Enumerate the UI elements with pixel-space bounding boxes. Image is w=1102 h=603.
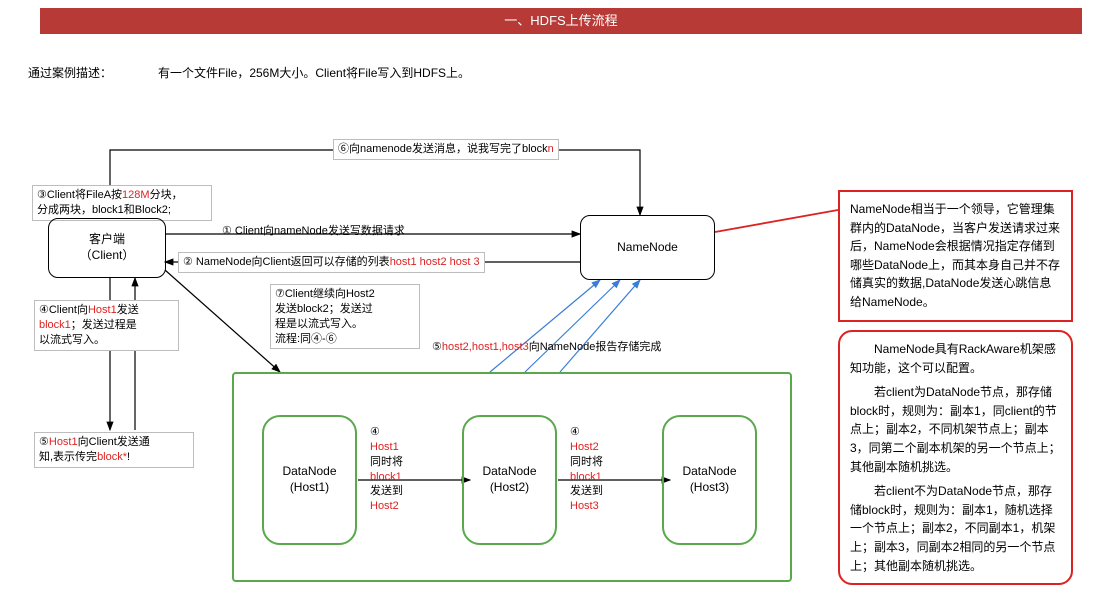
info2-p3: 若client不为DataNode节点，那存储block时，规则为：副本1，随机… [850,482,1061,575]
label-step1: ① Client向nameNode发送写数据请求 [218,222,409,241]
label-step6: ⑥向namenode发送消息，说我写完了blockn [333,139,559,160]
label-step3: ③Client将FileA按128M分块， 分成两块，block1和Block2… [32,185,212,221]
mid-step-2: ④ Host2 同时将 block1 发送到 Host3 [570,425,620,514]
mid-step-1: ④ Host1 同时将 block1 发送到 Host2 [370,425,420,514]
node-dn1: DataNode (Host1) [262,415,357,545]
node-client-l2: （Client） [80,248,135,264]
node-dn2-l1: DataNode [482,464,536,480]
info2-p1: NameNode具有RackAware机架感知功能，这个可以配置。 [850,340,1061,377]
node-dn3-l1: DataNode [682,464,736,480]
title-bar: 一、HDFS上传流程 [40,8,1082,34]
caption-left: 通过案例描述： [28,64,112,81]
label-step7: ⑦Client继续向Host2 发送block2；发送过 程是以流式写入。 流程… [270,284,420,349]
label-step5: ⑤Host1向Client发送通 知,表示传完block*! [34,432,194,468]
node-client-l1: 客户端 [80,232,135,248]
node-dn1-l2: (Host1) [282,480,336,496]
node-dn3: DataNode (Host3) [662,415,757,545]
label-report: ⑤host2,host1,host3向NameNode报告存储完成 [428,338,665,357]
diagram-stage: 一、HDFS上传流程 通过案例描述： 有一个文件File，256M大小。Clie… [0,0,1102,603]
node-client: 客户端 （Client） [48,218,166,278]
info2-p2: 若client为DataNode节点，那存储block时，规则为：副本1，同cl… [850,383,1061,476]
caption-right: 有一个文件File，256M大小。Client将File写入到HDFS上。 [158,64,470,81]
info-box-rackaware: NameNode具有RackAware机架感知功能，这个可以配置。 若clien… [838,330,1073,585]
node-dn2: DataNode (Host2) [462,415,557,545]
label-step2: ② NameNode向Client返回可以存储的列表host1 host2 ho… [178,252,485,273]
node-dn1-l1: DataNode [282,464,336,480]
node-dn3-l2: (Host3) [682,480,736,496]
node-namenode: NameNode [580,215,715,280]
label-step4: ④Client向Host1发送 block1；发送过程是 以流式写入。 [34,300,179,351]
info-box-namenode: NameNode相当于一个领导，它管理集群内的DataNode，当客户发送请求过… [838,190,1073,322]
node-dn2-l2: (Host2) [482,480,536,496]
